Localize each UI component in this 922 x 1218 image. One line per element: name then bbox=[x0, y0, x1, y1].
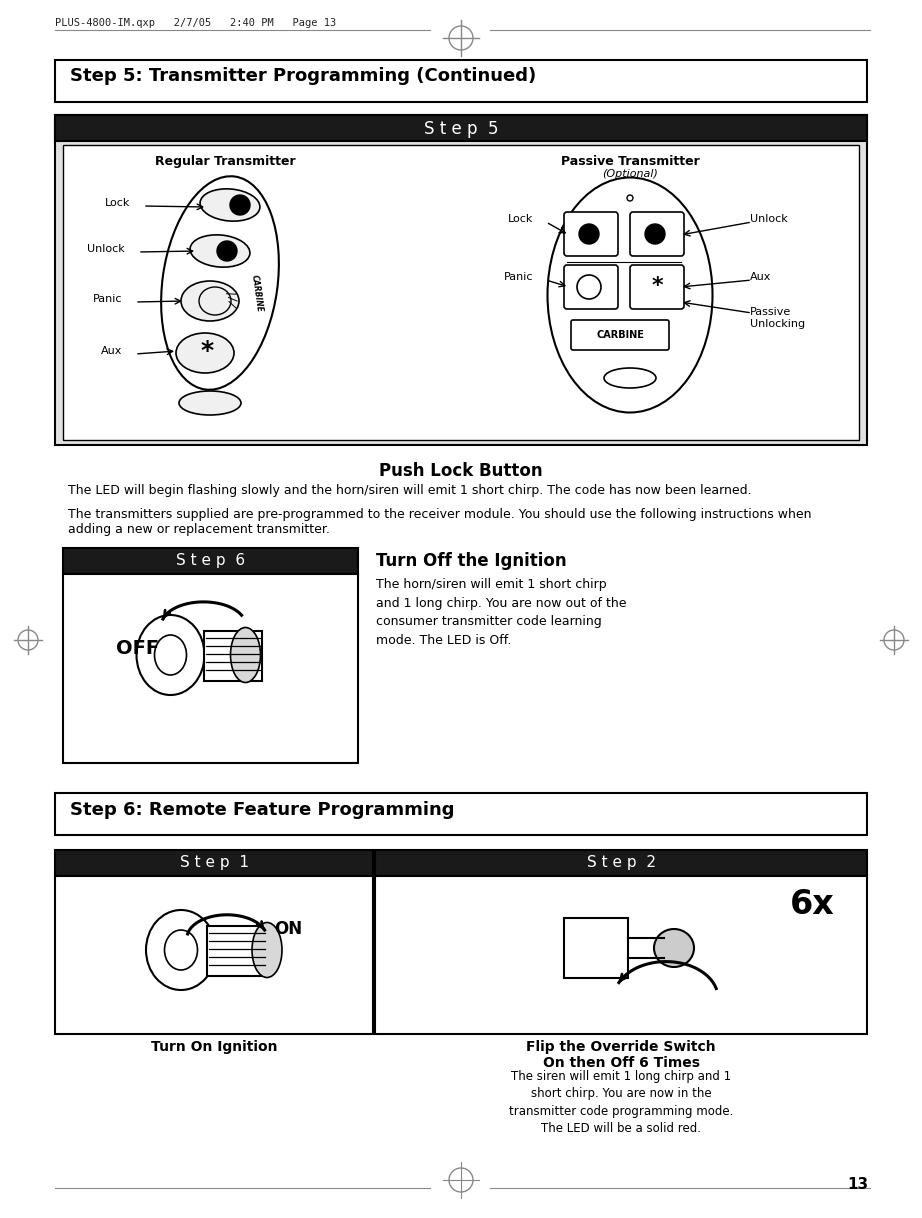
FancyBboxPatch shape bbox=[564, 212, 618, 256]
Text: Lock: Lock bbox=[104, 199, 130, 208]
Text: ON: ON bbox=[274, 920, 302, 938]
FancyBboxPatch shape bbox=[630, 212, 684, 256]
Circle shape bbox=[645, 224, 665, 244]
Text: Unlock: Unlock bbox=[750, 214, 787, 224]
Bar bbox=[564, 918, 628, 978]
Bar bbox=[207, 926, 267, 976]
Bar bbox=[63, 548, 358, 574]
Ellipse shape bbox=[654, 929, 694, 967]
Text: Panic: Panic bbox=[503, 272, 533, 283]
Ellipse shape bbox=[181, 281, 239, 322]
FancyBboxPatch shape bbox=[571, 320, 669, 350]
Text: The horn/siren will emit 1 short chirp
and 1 long chirp. You are now out of the
: The horn/siren will emit 1 short chirp a… bbox=[376, 579, 627, 647]
Text: PLUS-4800-IM.qxp   2/7/05   2:40 PM   Page 13: PLUS-4800-IM.qxp 2/7/05 2:40 PM Page 13 bbox=[55, 18, 337, 28]
Text: The LED will begin flashing slowly and the horn/siren will emit 1 short chirp. T: The LED will begin flashing slowly and t… bbox=[68, 484, 751, 497]
Text: Passive Transmitter: Passive Transmitter bbox=[561, 155, 700, 168]
Bar bbox=[204, 631, 262, 681]
Text: OFF: OFF bbox=[115, 638, 159, 658]
Bar bbox=[63, 145, 859, 440]
Bar bbox=[55, 850, 373, 876]
Bar bbox=[55, 876, 373, 1034]
Text: Step 6: Remote Feature Programming: Step 6: Remote Feature Programming bbox=[70, 801, 455, 818]
Text: Flip the Override Switch
On then Off 6 Times: Flip the Override Switch On then Off 6 T… bbox=[526, 1040, 715, 1071]
Text: 6x: 6x bbox=[789, 888, 834, 921]
Ellipse shape bbox=[176, 333, 234, 373]
Ellipse shape bbox=[230, 195, 250, 216]
Text: Regular Transmitter: Regular Transmitter bbox=[155, 155, 295, 168]
FancyBboxPatch shape bbox=[630, 266, 684, 309]
Text: Passive
Unlocking: Passive Unlocking bbox=[750, 307, 805, 329]
Ellipse shape bbox=[179, 391, 241, 415]
Text: Lock: Lock bbox=[508, 214, 533, 224]
Text: Turn Off the Ignition: Turn Off the Ignition bbox=[376, 552, 567, 570]
Ellipse shape bbox=[190, 235, 250, 267]
Ellipse shape bbox=[164, 931, 197, 970]
Text: Unlock: Unlock bbox=[88, 244, 125, 255]
FancyBboxPatch shape bbox=[564, 266, 618, 309]
Bar bbox=[55, 114, 867, 445]
Bar bbox=[375, 850, 867, 876]
Text: CARBINE: CARBINE bbox=[250, 274, 264, 312]
Text: S t e p  2: S t e p 2 bbox=[586, 855, 656, 870]
Text: Turn On Ignition: Turn On Ignition bbox=[151, 1040, 278, 1054]
Text: Aux: Aux bbox=[750, 272, 772, 283]
Ellipse shape bbox=[155, 635, 186, 675]
Ellipse shape bbox=[136, 615, 205, 695]
Text: S t e p  1: S t e p 1 bbox=[180, 855, 249, 870]
Text: The siren will emit 1 long chirp and 1
short chirp. You are now in the
transmitt: The siren will emit 1 long chirp and 1 s… bbox=[509, 1069, 733, 1135]
Ellipse shape bbox=[146, 910, 216, 990]
Bar bbox=[55, 60, 867, 102]
Text: Step 5: Transmitter Programming (Continued): Step 5: Transmitter Programming (Continu… bbox=[70, 67, 537, 85]
Text: S t e p  5: S t e p 5 bbox=[424, 121, 498, 138]
Text: Aux: Aux bbox=[100, 346, 122, 356]
Text: 13: 13 bbox=[847, 1177, 868, 1192]
Text: Panic: Panic bbox=[92, 294, 122, 304]
Text: *: * bbox=[200, 339, 214, 363]
Text: The transmitters supplied are pre-programmed to the receiver module. You should : The transmitters supplied are pre-progra… bbox=[68, 508, 811, 536]
Ellipse shape bbox=[200, 189, 260, 222]
Text: S t e p  6: S t e p 6 bbox=[176, 553, 245, 568]
Circle shape bbox=[579, 224, 599, 244]
Bar bbox=[63, 574, 358, 762]
Ellipse shape bbox=[604, 368, 656, 389]
Bar bbox=[55, 793, 867, 836]
Ellipse shape bbox=[252, 922, 282, 978]
Text: (Optional): (Optional) bbox=[602, 169, 658, 179]
Text: CARBINE: CARBINE bbox=[596, 330, 644, 340]
Ellipse shape bbox=[230, 627, 261, 682]
Text: Push Lock Button: Push Lock Button bbox=[379, 462, 543, 480]
Ellipse shape bbox=[217, 241, 237, 261]
Bar bbox=[375, 876, 867, 1034]
Text: *: * bbox=[651, 276, 663, 296]
Bar bbox=[55, 114, 867, 141]
